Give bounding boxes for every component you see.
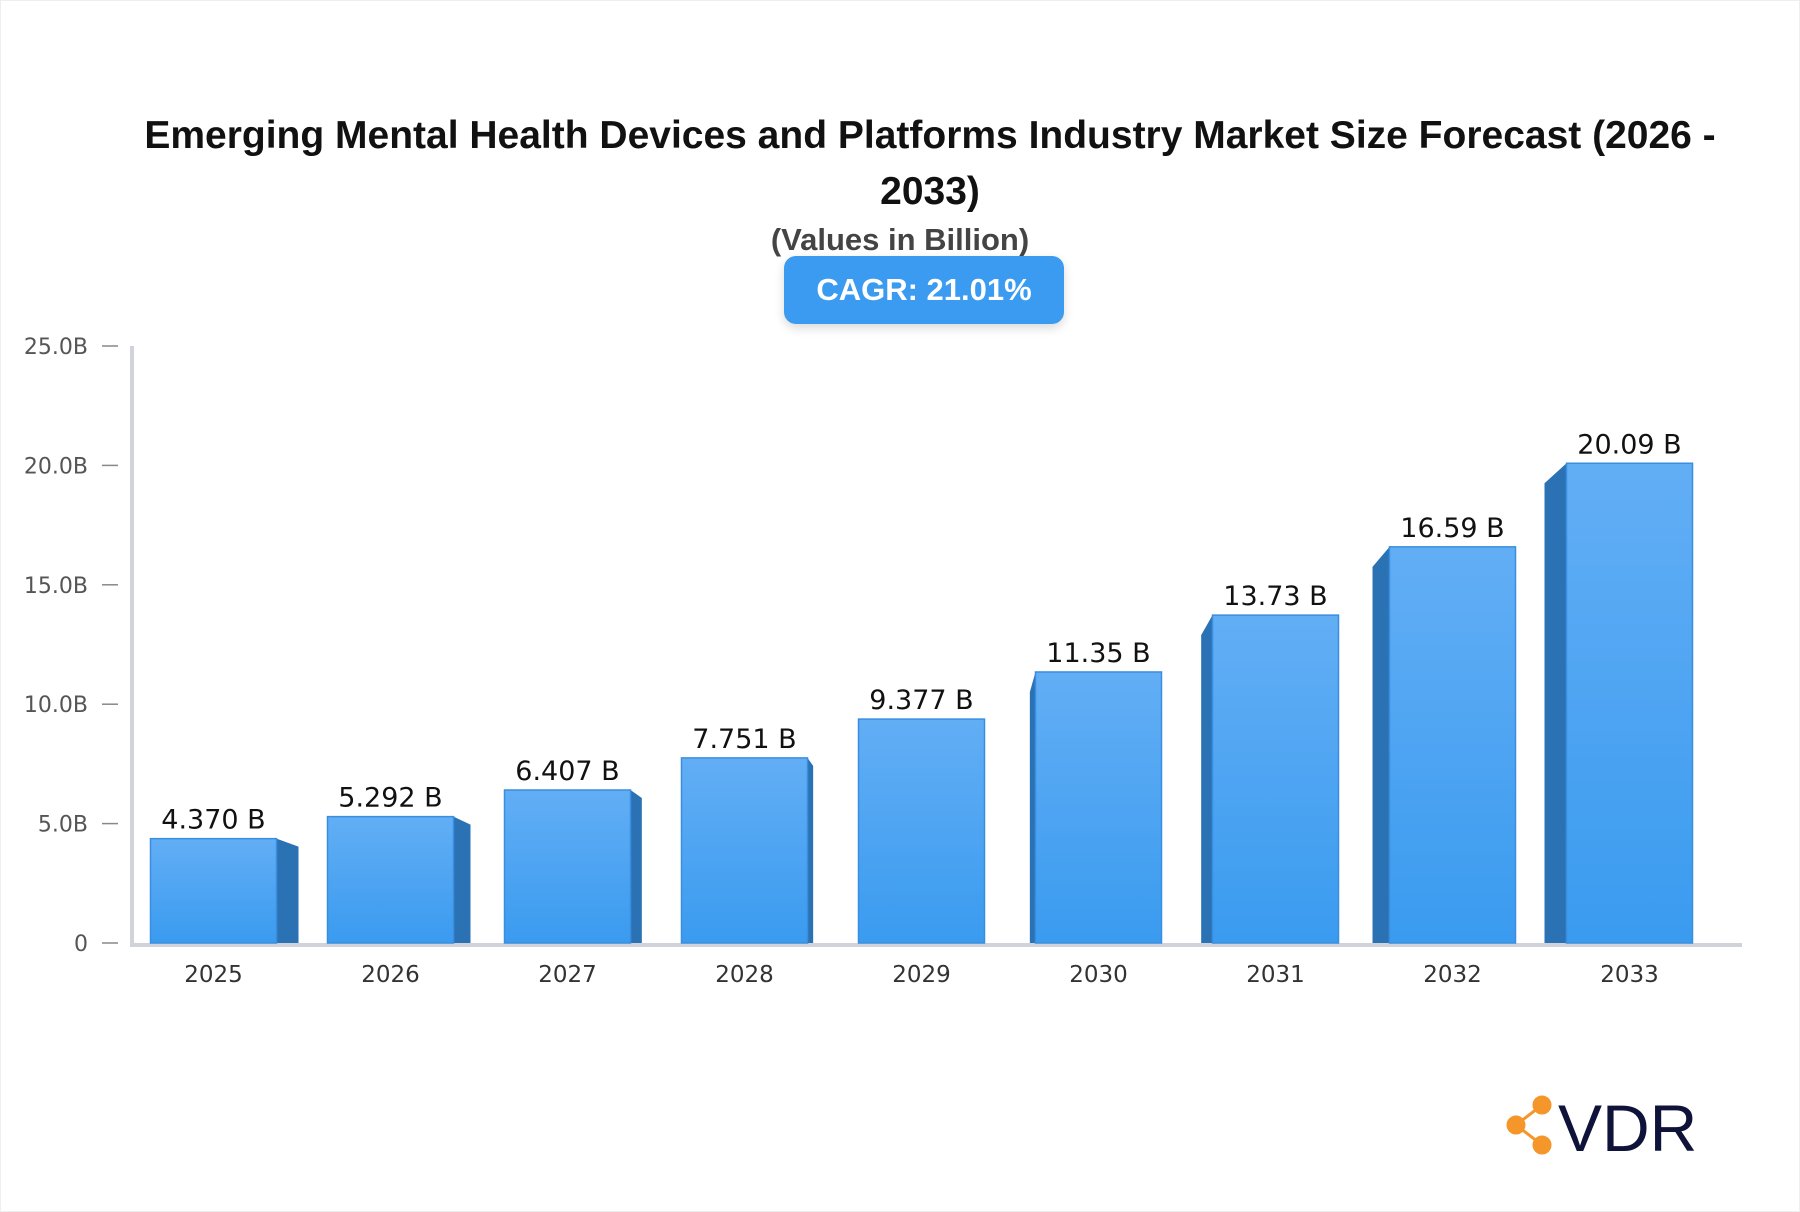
bar-2025 bbox=[149, 837, 278, 944]
bar-2033 bbox=[1565, 462, 1694, 944]
bar-side bbox=[453, 816, 471, 943]
chart-subtitle: (Values in Billion) bbox=[770, 222, 1030, 257]
vdr-logo: VDR bbox=[1500, 1091, 1700, 1165]
bar-2026 bbox=[326, 815, 455, 944]
data-label: 16.59 B bbox=[1400, 513, 1504, 544]
y-tick-label: 15.0B bbox=[24, 574, 88, 599]
share-icon: VDR bbox=[1506, 1091, 1697, 1165]
bar-side bbox=[1372, 546, 1390, 943]
x-tick-label: 2028 bbox=[715, 962, 774, 988]
data-label: 7.751 B bbox=[692, 724, 796, 755]
bar-side bbox=[1201, 615, 1213, 943]
bar-side bbox=[807, 757, 814, 943]
bar-side bbox=[1029, 671, 1036, 943]
x-tick-label: 2032 bbox=[1423, 962, 1482, 988]
x-tick-label: 2033 bbox=[1600, 962, 1659, 988]
data-label: 5.292 B bbox=[338, 783, 442, 814]
bar-2031 bbox=[1211, 614, 1340, 944]
x-tick-label: 2025 bbox=[184, 962, 243, 988]
data-label: 9.377 B bbox=[869, 685, 973, 716]
bar-side bbox=[1544, 463, 1567, 943]
logo-text: VDR bbox=[1558, 1095, 1697, 1159]
x-tick-label: 2030 bbox=[1069, 962, 1128, 988]
bar-2032 bbox=[1388, 546, 1517, 944]
x-tick-label: 2027 bbox=[538, 962, 597, 988]
bar-2029 bbox=[857, 718, 986, 944]
x-tick-label: 2031 bbox=[1246, 962, 1305, 988]
bar-2030 bbox=[1034, 671, 1163, 944]
y-tick-label: 20.0B bbox=[24, 454, 88, 479]
data-label: 6.407 B bbox=[515, 756, 619, 787]
x-tick-label: 2026 bbox=[361, 962, 420, 988]
data-label: 4.370 B bbox=[161, 805, 265, 836]
cagr-badge: CAGR: 21.01% bbox=[784, 256, 1064, 324]
x-tick-label: 2029 bbox=[892, 962, 951, 988]
bar-side bbox=[630, 790, 642, 943]
bar-side bbox=[276, 838, 299, 943]
y-tick-label: 10.0B bbox=[24, 693, 88, 718]
bar-2027 bbox=[503, 789, 632, 944]
y-tick-label: 0 bbox=[74, 932, 88, 957]
bar-2028 bbox=[680, 757, 809, 944]
chart-title: Emerging Mental Health Devices and Platf… bbox=[144, 114, 1716, 213]
data-label: 11.35 B bbox=[1046, 638, 1150, 669]
data-label: 20.09 B bbox=[1577, 429, 1681, 460]
y-tick-label: 25.0B bbox=[24, 335, 88, 360]
y-tick-label: 5.0B bbox=[38, 813, 88, 838]
data-label: 13.73 B bbox=[1223, 581, 1327, 612]
